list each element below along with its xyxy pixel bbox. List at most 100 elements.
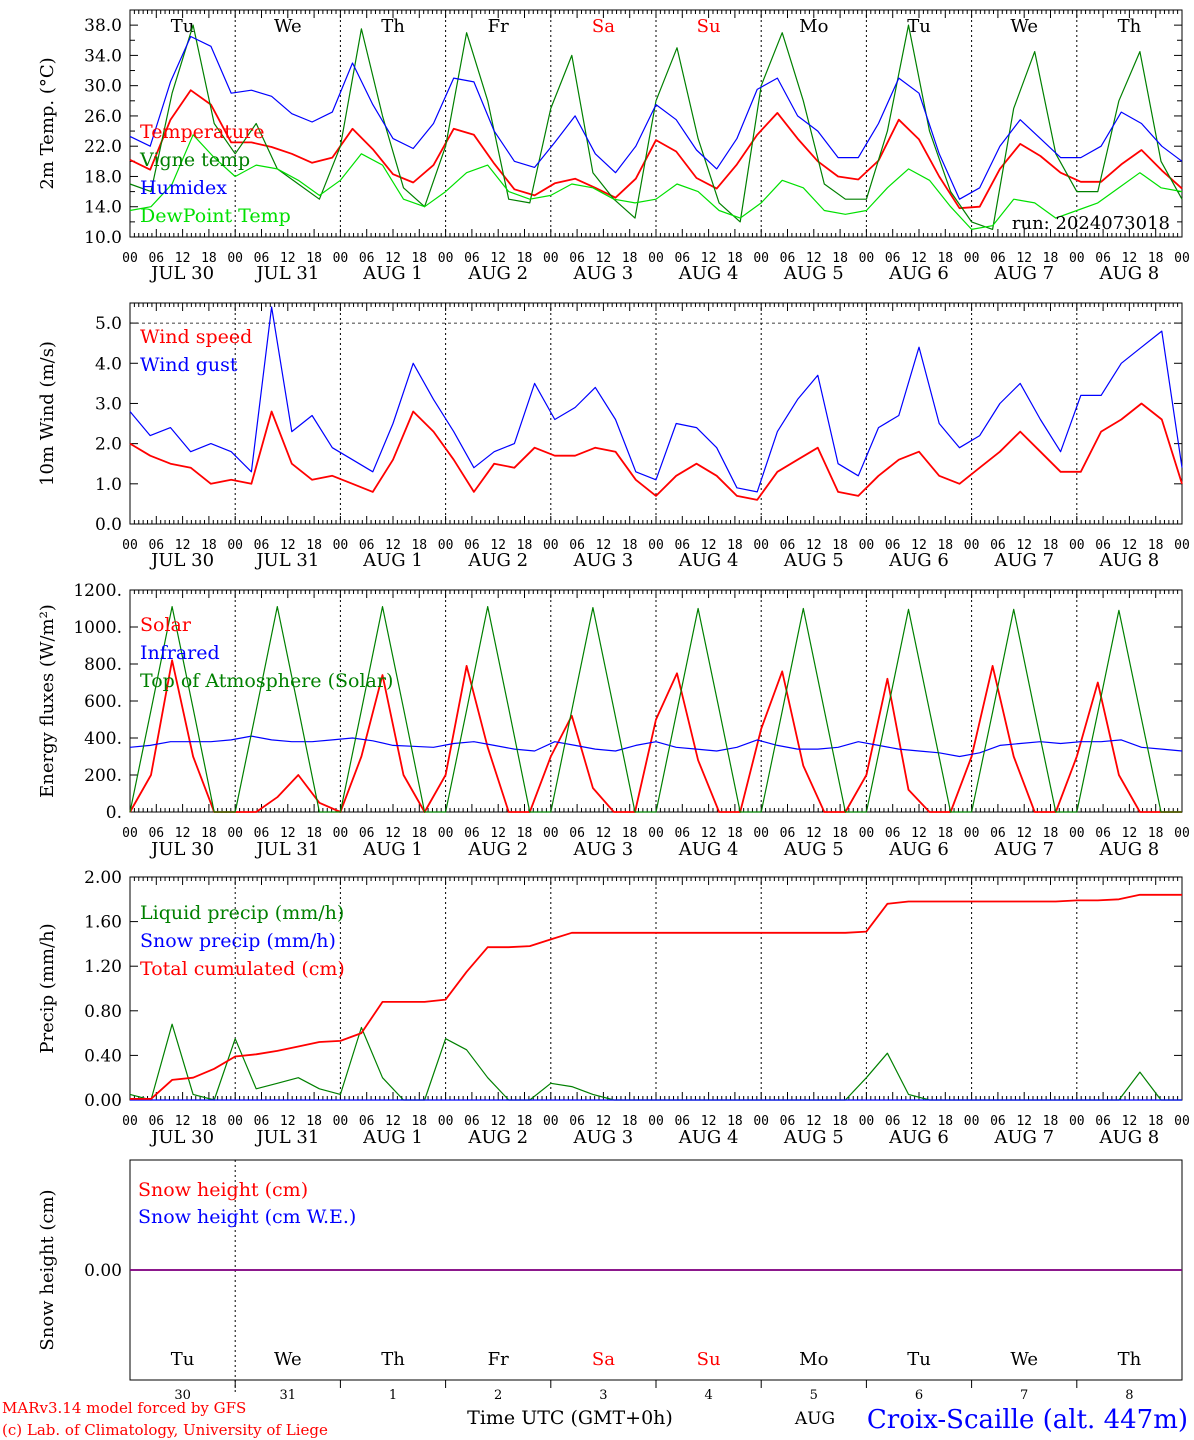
y-tick-label: 1000. bbox=[73, 618, 122, 638]
date-label: AUG 5 bbox=[783, 1127, 844, 1148]
hour-tick-label: 06 bbox=[990, 251, 1006, 266]
date-label: AUG 2 bbox=[467, 839, 528, 860]
y-tick-label: 30.0 bbox=[84, 77, 122, 97]
date-label: AUG 7 bbox=[993, 550, 1054, 571]
hour-tick-label: 12 bbox=[385, 826, 401, 841]
weekday-label: We bbox=[1010, 16, 1038, 37]
hour-tick-label: 00 bbox=[648, 538, 664, 553]
hour-tick-label: 00 bbox=[859, 538, 875, 553]
hour-tick-label: 18 bbox=[1043, 538, 1059, 553]
hour-tick-label: 18 bbox=[1148, 1114, 1164, 1129]
date-label: JUL 30 bbox=[149, 839, 214, 860]
month-label: AUG bbox=[794, 1409, 835, 1429]
hour-tick-label: 00 bbox=[227, 251, 243, 266]
hour-tick-label: 18 bbox=[832, 538, 848, 553]
hour-tick-label: 12 bbox=[911, 826, 927, 841]
date-label: JUL 31 bbox=[254, 1127, 319, 1148]
date-label: AUG 5 bbox=[783, 839, 844, 860]
hour-tick-label: 12 bbox=[1016, 1114, 1032, 1129]
hour-tick-label: 06 bbox=[990, 538, 1006, 553]
y-tick-label: 0.00 bbox=[84, 1091, 122, 1111]
date-label: AUG 6 bbox=[888, 1127, 949, 1148]
hour-tick-label: 06 bbox=[359, 251, 375, 266]
series-line-solar bbox=[129, 659, 1182, 813]
hour-tick-label: 00 bbox=[333, 538, 349, 553]
hour-tick-label: 06 bbox=[464, 251, 480, 266]
y-tick-label: 1.60 bbox=[84, 913, 122, 933]
legend-entry: Infrared bbox=[140, 642, 220, 664]
hour-tick-label: 18 bbox=[1043, 251, 1059, 266]
hour-tick-label: 06 bbox=[359, 538, 375, 553]
hour-tick-label: 12 bbox=[280, 1114, 296, 1129]
weekday-label: Fr bbox=[488, 16, 509, 37]
hour-tick-label: 00 bbox=[1174, 538, 1190, 553]
hour-tick-label: 06 bbox=[254, 538, 270, 553]
hour-tick-label: 12 bbox=[806, 1114, 822, 1129]
hour-tick-label: 18 bbox=[727, 1114, 743, 1129]
hour-tick-label: 06 bbox=[780, 251, 796, 266]
weekday-label: Su bbox=[697, 1349, 721, 1370]
hour-tick-label: 00 bbox=[1069, 826, 1085, 841]
date-label: JUL 30 bbox=[149, 263, 214, 284]
hour-tick-label: 06 bbox=[569, 1114, 585, 1129]
weekday-label: We bbox=[1010, 1349, 1038, 1370]
hour-tick-label: 06 bbox=[569, 538, 585, 553]
hour-tick-label: 12 bbox=[806, 826, 822, 841]
hour-tick-label: 06 bbox=[254, 251, 270, 266]
y-tick-label: 38.0 bbox=[84, 16, 122, 36]
hour-tick-label: 18 bbox=[727, 538, 743, 553]
hour-tick-label: 12 bbox=[1016, 538, 1032, 553]
y-tick-label: 1.20 bbox=[84, 957, 122, 977]
date-label: AUG 2 bbox=[467, 550, 528, 571]
hour-tick-label: 06 bbox=[885, 251, 901, 266]
series-line-wind-speed bbox=[129, 402, 1183, 501]
weekday-label: Fr bbox=[488, 1349, 509, 1370]
hour-tick-label: 06 bbox=[359, 826, 375, 841]
y-axis-label: 2m Temp. (°C) bbox=[37, 57, 58, 189]
hour-tick-label: 00 bbox=[753, 1114, 769, 1129]
date-label: AUG 3 bbox=[573, 550, 634, 571]
y-tick-label: 600. bbox=[84, 692, 122, 712]
date-label: AUG 8 bbox=[1099, 263, 1160, 284]
hour-tick-label: 12 bbox=[1016, 251, 1032, 266]
y-tick-label: 800. bbox=[84, 655, 122, 675]
y-axis-label: Precip (mm/h) bbox=[37, 923, 58, 1053]
hour-tick-label: 12 bbox=[911, 1114, 927, 1129]
legend-entry: Liquid precip (mm/h) bbox=[140, 902, 344, 924]
hour-tick-label: 06 bbox=[885, 538, 901, 553]
hour-tick-label: 00 bbox=[859, 1114, 875, 1129]
y-tick-label: 10.0 bbox=[84, 228, 122, 248]
hour-tick-label: 12 bbox=[1122, 251, 1138, 266]
date-label: JUL 31 bbox=[254, 839, 319, 860]
hour-tick-label: 18 bbox=[517, 538, 533, 553]
day-number-label: 6 bbox=[915, 1388, 923, 1403]
hour-tick-label: 18 bbox=[517, 251, 533, 266]
hour-tick-label: 06 bbox=[254, 826, 270, 841]
hour-tick-label: 12 bbox=[596, 826, 612, 841]
date-label: JUL 30 bbox=[149, 1127, 214, 1148]
hour-tick-label: 12 bbox=[280, 826, 296, 841]
run-annotation: run: 2024073018 bbox=[1012, 213, 1170, 234]
y-tick-label: 14.0 bbox=[84, 198, 122, 218]
y-tick-label: 34.0 bbox=[84, 46, 122, 66]
date-label: AUG 7 bbox=[993, 839, 1054, 860]
hour-tick-label: 00 bbox=[438, 251, 454, 266]
series-line-total-cumulated-cm- bbox=[130, 893, 1182, 1100]
hour-tick-label: 00 bbox=[1069, 1114, 1085, 1129]
panel-wind: 0.0 1.0 2.0 3.0 4.0 5.0 10m Wind (m/s) Wind spe… bbox=[37, 302, 1190, 571]
panel-temp: 10.0 14.0 18.0 22.0 26.0 30.0 34.0 38.0 2m Temp.… bbox=[37, 9, 1190, 284]
hour-tick-label: 06 bbox=[148, 251, 164, 266]
date-label: AUG 2 bbox=[467, 263, 528, 284]
hour-tick-label: 06 bbox=[990, 826, 1006, 841]
date-label: AUG 6 bbox=[888, 263, 949, 284]
hour-tick-label: 00 bbox=[122, 826, 138, 841]
hour-tick-label: 12 bbox=[596, 251, 612, 266]
hour-tick-label: 18 bbox=[411, 1114, 427, 1129]
hour-tick-label: 18 bbox=[832, 251, 848, 266]
hour-tick-label: 12 bbox=[175, 538, 191, 553]
hour-tick-label: 18 bbox=[306, 1114, 322, 1129]
weekday-label: We bbox=[274, 16, 302, 37]
hour-tick-label: 00 bbox=[543, 1114, 559, 1129]
hour-tick-label: 00 bbox=[753, 251, 769, 266]
weekday-label: Th bbox=[381, 1349, 405, 1370]
